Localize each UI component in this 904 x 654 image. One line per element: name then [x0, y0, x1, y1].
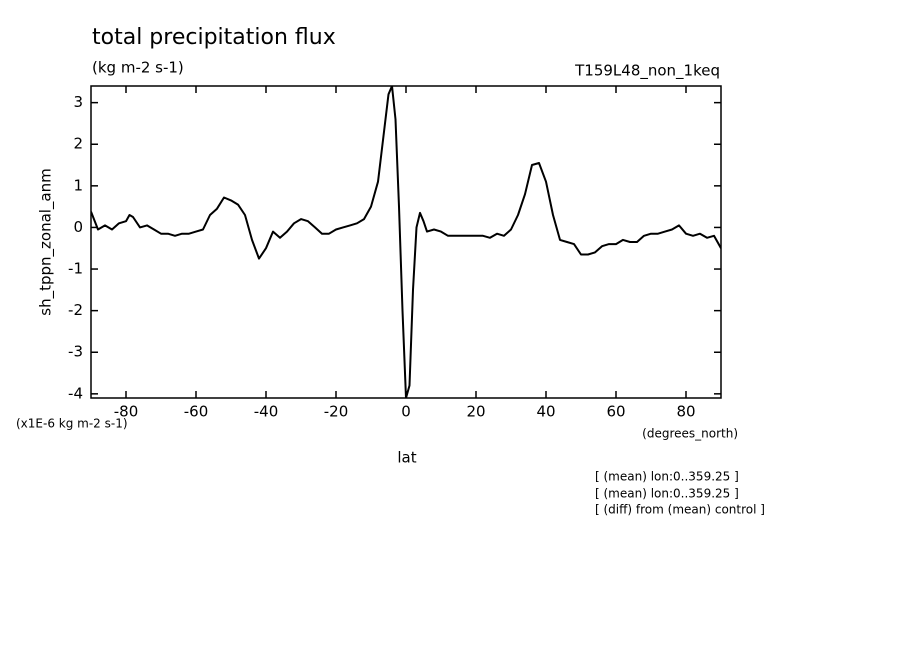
y-tick-label: 3 — [73, 93, 83, 111]
plot-frame — [90, 85, 722, 399]
y-tick-label: 0 — [73, 218, 83, 236]
experiment-label: T159L48_non_1keq — [574, 62, 720, 81]
x-tick-label: 20 — [466, 403, 485, 421]
y-tick-label: -4 — [68, 384, 83, 402]
chart-subtitle: (kg m-2 s-1) — [92, 59, 184, 77]
y-tick-label: -3 — [68, 343, 83, 361]
x-tick-label: -60 — [184, 403, 209, 421]
x-tick-label: 0 — [401, 403, 411, 421]
chart-title: total precipitation flux — [92, 25, 336, 50]
x-tick-label: 80 — [676, 403, 695, 421]
x-tick-label: -20 — [324, 403, 349, 421]
x-units: (degrees_north) — [642, 427, 738, 441]
data-line — [91, 86, 721, 398]
y-tick-label: 2 — [73, 135, 83, 153]
y-axis-title: sh_tppn_zonal_anm — [37, 168, 56, 315]
note: [ (diff) from (mean) control ] — [595, 503, 765, 517]
note: [ (mean) lon:0..359.25 ] — [595, 470, 739, 484]
y-tick-label: -2 — [68, 301, 83, 319]
x-tick-label: -80 — [114, 403, 139, 421]
x-tick-label: -40 — [254, 403, 279, 421]
y-tick-label: 1 — [73, 176, 83, 194]
y-tick-label: -1 — [68, 260, 83, 278]
note: [ (mean) lon:0..359.25 ] — [595, 487, 739, 501]
x-tick-label: 60 — [606, 403, 625, 421]
x-axis-title: lat — [397, 449, 416, 467]
y-units: (x1E-6 kg m-2 s-1) — [16, 417, 128, 431]
x-tick-label: 40 — [536, 403, 555, 421]
